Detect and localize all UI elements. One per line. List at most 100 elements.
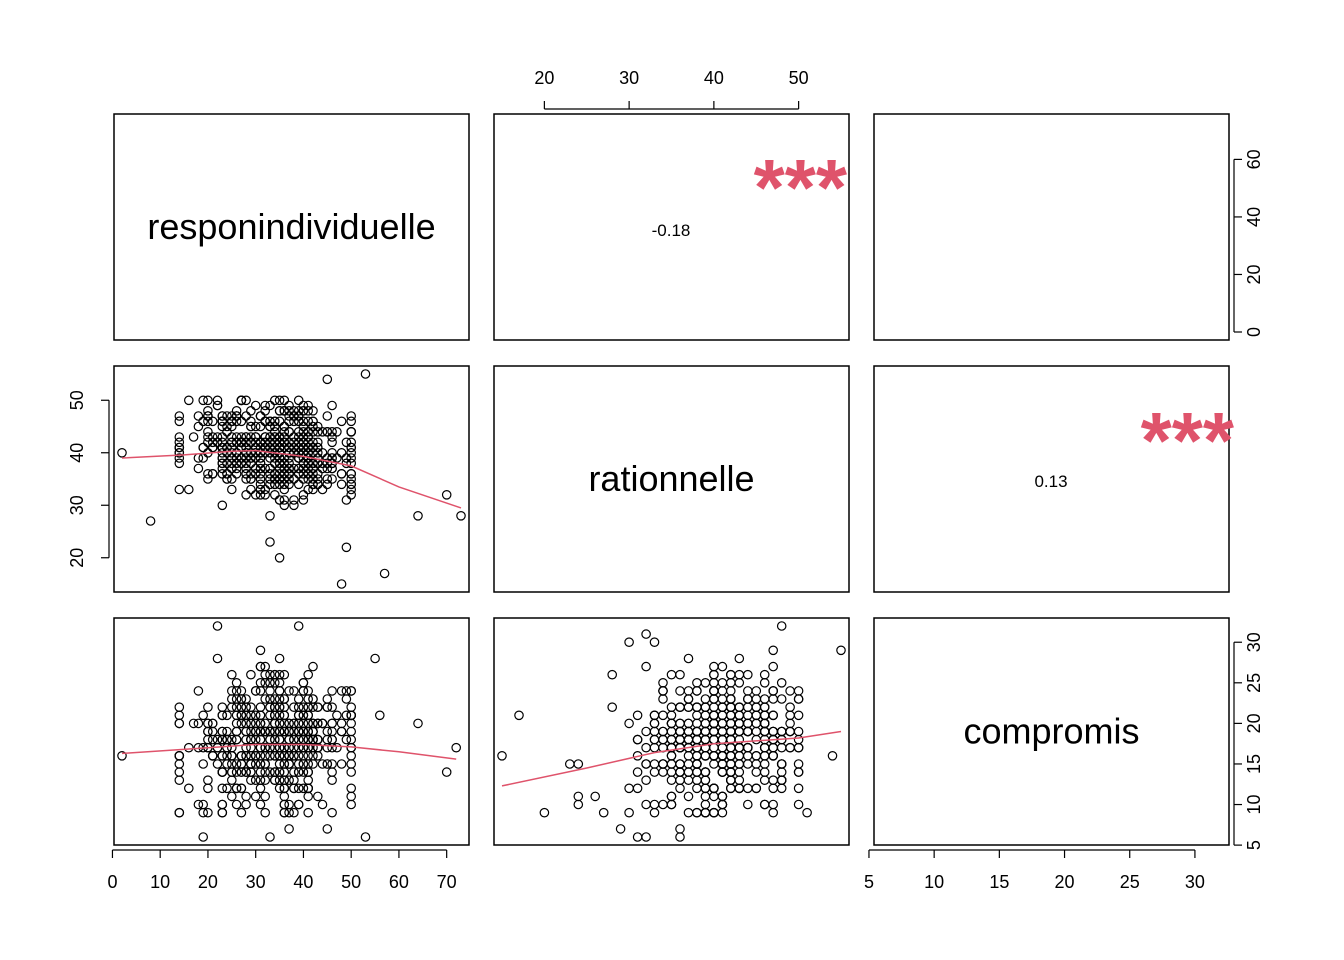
- point-resp-compromis: [346, 759, 356, 769]
- point-resp-rationnelle: [231, 405, 242, 416]
- point-resp-compromis: [308, 718, 318, 729]
- point-resp-rationnelle: [260, 405, 270, 416]
- point-rationnelle-compromis: [675, 767, 685, 777]
- point-rationnelle-compromis: [751, 718, 762, 729]
- point-rationnelle-compromis: [759, 694, 770, 704]
- point-resp-rationnelle: [250, 468, 261, 479]
- point-resp-compromis: [260, 775, 270, 785]
- point-resp-compromis: [212, 759, 223, 769]
- bottom-axis-tick-label: 5: [864, 872, 874, 892]
- bottom-axis-tick-label: 15: [989, 872, 1009, 892]
- point-resp-rationnelle: [212, 400, 223, 411]
- point-resp-rationnelle: [246, 405, 256, 416]
- point-resp-rationnelle: [327, 447, 337, 458]
- point-rationnelle-compromis: [709, 807, 719, 818]
- point-resp-rationnelle: [341, 495, 352, 505]
- point-resp-compromis: [207, 734, 218, 745]
- point-rationnelle-compromis: [675, 702, 685, 712]
- point-resp-rationnelle: [227, 453, 237, 463]
- point-rationnelle-compromis: [692, 718, 702, 729]
- point-resp-rationnelle: [241, 432, 251, 442]
- point-rationnelle-compromis: [759, 677, 770, 688]
- point-resp-rationnelle: [284, 416, 294, 427]
- point-resp-rationnelle: [174, 416, 185, 427]
- point-resp-rationnelle: [279, 421, 290, 432]
- point-rationnelle-compromis: [709, 694, 719, 704]
- point-resp-rationnelle: [174, 437, 185, 448]
- point-resp-compromis: [246, 702, 256, 712]
- point-rationnelle-compromis: [742, 669, 753, 680]
- point-resp-compromis: [336, 718, 347, 729]
- point-resp-compromis: [260, 759, 270, 769]
- right-axis-tick-label: 20: [1244, 264, 1264, 284]
- point-resp-rationnelle: [289, 474, 299, 484]
- point-rationnelle-compromis: [836, 645, 846, 656]
- point-resp-rationnelle: [269, 474, 280, 484]
- point-rationnelle-compromis: [734, 710, 745, 721]
- point-resp-rationnelle: [284, 405, 294, 416]
- point-rationnelle-compromis: [717, 718, 728, 729]
- point-resp-rationnelle: [346, 411, 356, 421]
- point-resp-rationnelle: [255, 484, 266, 495]
- point-resp-rationnelle: [188, 432, 199, 442]
- point-resp-rationnelle: [241, 411, 251, 421]
- point-resp-compromis: [279, 783, 290, 794]
- point-rationnelle-compromis: [827, 750, 838, 761]
- point-resp-rationnelle: [279, 474, 290, 484]
- point-resp-rationnelle: [255, 437, 266, 448]
- point-rationnelle-compromis: [742, 710, 753, 721]
- point-resp-rationnelle: [250, 489, 261, 500]
- point-rationnelle-compromis: [666, 718, 677, 729]
- point-resp-compromis: [284, 734, 294, 745]
- point-resp-rationnelle: [246, 474, 256, 484]
- point-resp-compromis: [327, 807, 337, 818]
- point-resp-compromis: [265, 710, 275, 721]
- point-resp-compromis: [269, 677, 280, 688]
- point-rationnelle-compromis: [751, 726, 762, 737]
- point-resp-compromis: [231, 734, 242, 745]
- point-resp-rationnelle: [260, 484, 270, 495]
- point-resp-compromis: [231, 759, 242, 769]
- point-resp-compromis: [312, 750, 323, 761]
- point-rationnelle-compromis: [675, 718, 685, 729]
- point-rationnelle-compromis: [734, 742, 745, 753]
- point-resp-rationnelle: [284, 400, 294, 411]
- point-resp-compromis: [227, 791, 237, 802]
- point-resp-compromis: [260, 661, 270, 672]
- point-rationnelle-compromis: [717, 807, 728, 818]
- point-rationnelle-compromis: [658, 694, 668, 704]
- point-resp-compromis: [198, 710, 208, 721]
- point-resp-rationnelle: [279, 437, 290, 448]
- point-resp-rationnelle: [174, 411, 185, 421]
- point-resp-rationnelle: [265, 468, 275, 479]
- point-rationnelle-compromis: [683, 686, 694, 696]
- point-resp-rationnelle: [207, 442, 218, 453]
- point-resp-rationnelle: [203, 395, 213, 406]
- right-axis-tick-label: 10: [1244, 795, 1264, 815]
- point-resp-rationnelle: [217, 437, 228, 448]
- point-resp-rationnelle: [284, 442, 294, 453]
- point-resp-compromis: [260, 677, 270, 688]
- point-resp-rationnelle: [269, 437, 280, 448]
- point-resp-compromis: [227, 669, 237, 680]
- left-axis-tick-label: 30: [67, 495, 87, 515]
- point-resp-rationnelle: [174, 484, 185, 495]
- point-resp-rationnelle: [332, 453, 342, 463]
- point-resp-rationnelle: [308, 484, 318, 495]
- point-rationnelle-compromis: [615, 824, 626, 834]
- point-resp-compromis: [289, 742, 299, 753]
- point-rationnelle-compromis: [564, 759, 575, 769]
- point-resp-rationnelle: [217, 432, 228, 442]
- right-axis-tick-label: 5: [1244, 840, 1264, 850]
- correlation-value-rationnelle-compromis: 0.13: [1034, 472, 1067, 491]
- point-resp-compromis: [279, 694, 290, 704]
- point-resp-rationnelle: [269, 453, 280, 463]
- point-rationnelle-compromis: [751, 759, 762, 769]
- point-rationnelle-compromis: [683, 702, 694, 712]
- point-resp-rationnelle: [260, 432, 270, 442]
- point-resp-compromis: [255, 710, 266, 721]
- point-resp-rationnelle: [222, 458, 232, 469]
- point-resp-rationnelle: [217, 458, 228, 469]
- point-resp-rationnelle: [336, 416, 347, 427]
- point-resp-rationnelle: [284, 463, 294, 474]
